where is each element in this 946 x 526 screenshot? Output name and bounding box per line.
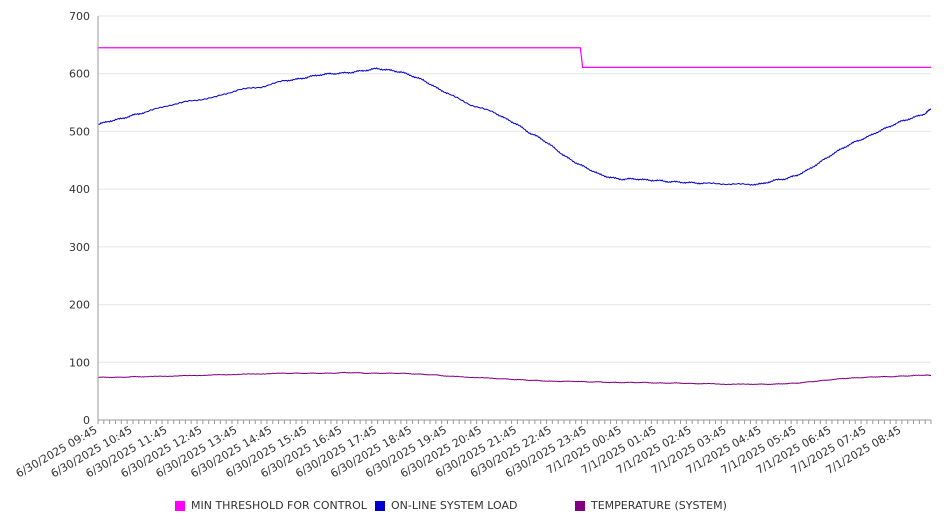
series-group — [97, 47, 932, 386]
y-tick-label: 600 — [69, 68, 90, 81]
y-tick-label: 300 — [69, 241, 90, 254]
legend: MIN THRESHOLD FOR CONTROL ON-LINE SYSTEM… — [0, 499, 946, 513]
y-tick-label: 400 — [69, 183, 90, 196]
series-line-min-threshold — [98, 47, 931, 68]
x-axis-ticks: 6/30/2025 09:456/30/2025 10:456/30/2025 … — [14, 420, 932, 480]
legend-label-min-threshold: MIN THRESHOLD FOR CONTROL — [191, 499, 367, 512]
y-tick-label: 0 — [83, 414, 90, 427]
legend-item-system-load[interactable]: ON-LINE SYSTEM LOAD — [375, 499, 517, 512]
series-line-system-load — [97, 67, 932, 186]
y-tick-label: 500 — [69, 125, 90, 138]
legend-swatch-system-load — [375, 500, 385, 511]
legend-label-temperature: TEMPERATURE (SYSTEM) — [591, 499, 727, 512]
legend-swatch-temperature — [575, 500, 585, 511]
y-axis-ticks: 0 100 200 300 400 500 600 700 — [69, 10, 90, 427]
legend-item-min-threshold[interactable]: MIN THRESHOLD FOR CONTROL — [175, 499, 367, 512]
y-tick-label: 700 — [69, 10, 90, 23]
legend-swatch-min-threshold — [175, 500, 185, 511]
y-tick-label: 100 — [69, 356, 90, 369]
y-tick-label: 200 — [69, 299, 90, 312]
series-line-temperature — [98, 371, 932, 386]
legend-item-temperature[interactable]: TEMPERATURE (SYSTEM) — [575, 499, 727, 512]
legend-label-system-load: ON-LINE SYSTEM LOAD — [391, 499, 518, 512]
gridlines — [98, 15, 931, 363]
